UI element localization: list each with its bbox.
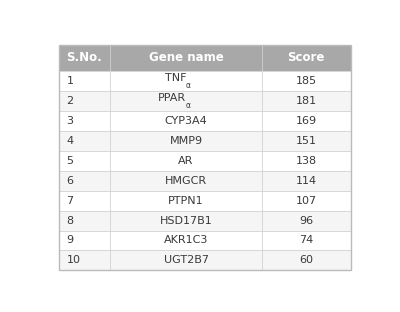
Bar — [110, 131, 262, 151]
Text: 1: 1 — [66, 76, 74, 85]
Text: 2: 2 — [66, 95, 74, 105]
Text: 7: 7 — [66, 196, 74, 206]
Bar — [59, 251, 110, 271]
Text: 4: 4 — [66, 136, 74, 146]
Bar — [110, 151, 262, 171]
Bar — [262, 45, 351, 71]
Bar — [110, 191, 262, 211]
Text: HMGCR: HMGCR — [165, 176, 207, 186]
Text: 74: 74 — [299, 236, 313, 246]
Bar — [110, 45, 262, 71]
Bar — [262, 90, 351, 110]
Text: 60: 60 — [299, 256, 313, 266]
Bar — [59, 231, 110, 251]
Text: PPAR: PPAR — [158, 93, 186, 103]
Bar — [110, 231, 262, 251]
Bar — [59, 71, 110, 90]
Text: 138: 138 — [296, 156, 317, 166]
Bar — [59, 151, 110, 171]
Bar — [110, 171, 262, 191]
Text: α: α — [186, 80, 191, 90]
Text: 114: 114 — [296, 176, 317, 186]
Text: 185: 185 — [296, 76, 317, 85]
Text: TNF: TNF — [164, 73, 186, 83]
Bar — [262, 211, 351, 231]
Text: 10: 10 — [66, 256, 80, 266]
Text: α: α — [186, 100, 191, 110]
Text: MMP9: MMP9 — [170, 136, 203, 146]
Text: 8: 8 — [66, 216, 74, 226]
Text: UGT2B7: UGT2B7 — [164, 256, 208, 266]
Bar — [59, 45, 110, 71]
Text: 181: 181 — [296, 95, 317, 105]
Bar — [262, 251, 351, 271]
Text: Gene name: Gene name — [149, 51, 224, 64]
Text: 6: 6 — [66, 176, 74, 186]
Bar — [262, 231, 351, 251]
Bar — [110, 90, 262, 110]
Text: PTPN1: PTPN1 — [168, 196, 204, 206]
Bar — [110, 251, 262, 271]
Bar — [262, 191, 351, 211]
Text: HSD17B1: HSD17B1 — [160, 216, 212, 226]
Text: 96: 96 — [299, 216, 313, 226]
Text: 3: 3 — [66, 115, 74, 126]
Bar — [59, 90, 110, 110]
Bar — [262, 171, 351, 191]
Bar — [59, 110, 110, 131]
Text: 9: 9 — [66, 236, 74, 246]
Text: S.No.: S.No. — [66, 51, 102, 64]
Bar — [59, 131, 110, 151]
Bar — [262, 71, 351, 90]
Text: 151: 151 — [296, 136, 317, 146]
Bar — [59, 211, 110, 231]
Text: AR: AR — [178, 156, 194, 166]
Text: 107: 107 — [296, 196, 317, 206]
Bar — [262, 131, 351, 151]
Bar — [110, 71, 262, 90]
Bar — [110, 110, 262, 131]
Text: AKR1C3: AKR1C3 — [164, 236, 208, 246]
Text: CYP3A4: CYP3A4 — [165, 115, 208, 126]
Bar — [110, 211, 262, 231]
Bar — [262, 151, 351, 171]
Bar — [59, 191, 110, 211]
Text: 5: 5 — [66, 156, 74, 166]
Text: 169: 169 — [296, 115, 317, 126]
Bar — [262, 110, 351, 131]
Text: Score: Score — [288, 51, 325, 64]
Bar — [59, 171, 110, 191]
